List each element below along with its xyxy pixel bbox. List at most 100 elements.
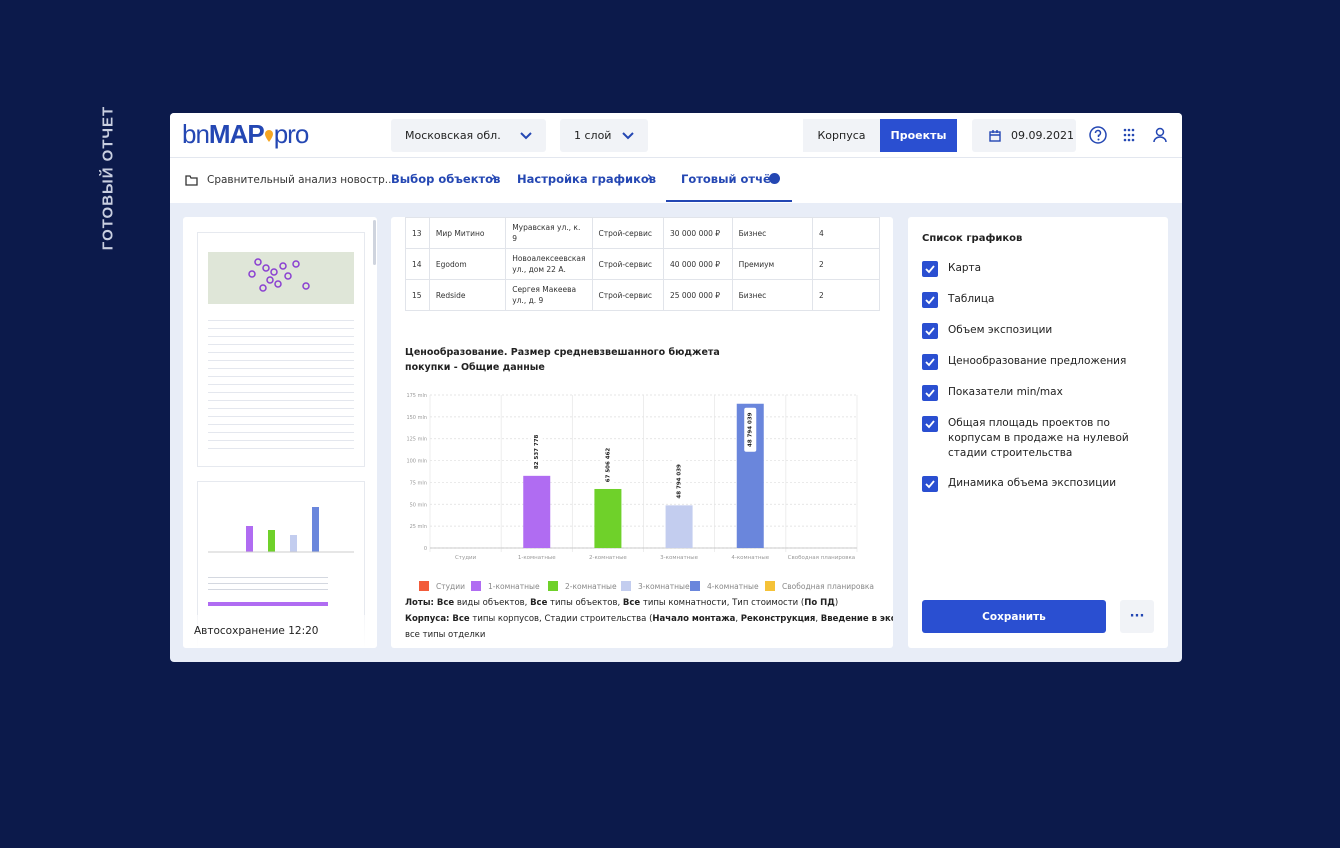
region: Московская обл. <box>405 129 501 142</box>
chevron: › <box>491 170 497 185</box>
breadcrumb-step[interactable]: Выбор объектов <box>391 172 501 186</box>
value-label-box <box>673 459 686 504</box>
toggle-group: Корпуса Проекты <box>803 119 957 152</box>
toggle[interactable]: Проекты <box>880 119 957 152</box>
check-icon <box>925 265 935 274</box>
logo-prefix: bn <box>182 119 210 149</box>
check-icon <box>925 420 935 429</box>
thumbnail[interactable] <box>197 481 365 648</box>
y-tick-label: 75 mln <box>410 480 427 486</box>
chevron <box>520 131 532 139</box>
save-button[interactable]: Сохранить <box>922 600 1106 633</box>
table-cell: Строй-сервис <box>591 279 664 311</box>
thumb-chart <box>208 507 354 553</box>
filter-text: Реконструкция <box>740 614 816 624</box>
layer: 1 слой <box>574 129 612 142</box>
legend-label: Студии <box>436 582 465 591</box>
side-label: ГОТОВЫЙ ОТЧЕТ <box>99 105 117 251</box>
chart: 0 25 mln 50 mln 75 mln 100 mln 125 mln 150 mln… <box>406 393 874 591</box>
checkbox[interactable] <box>922 292 938 308</box>
y-tick-label: 25 mln <box>410 524 427 530</box>
legend-label: 1-комнатные <box>488 582 540 591</box>
check-icon <box>925 296 935 305</box>
thumb-map <box>208 252 354 304</box>
legend-swatch <box>548 581 558 591</box>
list-title: Список графиков <box>922 233 1023 244</box>
value-label-box <box>744 407 757 452</box>
table-cell: Премиум <box>731 248 813 280</box>
header-icons[interactable] <box>1088 126 1168 146</box>
legend-swatch <box>765 581 775 591</box>
table-cell: 14 <box>405 248 430 280</box>
chevron: › <box>647 170 653 185</box>
region-select[interactable]: Московская обл. <box>391 119 546 152</box>
logo[interactable]: bnMAP pro <box>182 119 310 150</box>
table-cell: 4 <box>811 217 881 249</box>
breadcrumb-step[interactable]: Настройка графиков <box>517 172 657 186</box>
x-tick-label: 2-комнатные <box>589 555 627 561</box>
thumb-points <box>248 258 310 292</box>
checkbox[interactable] <box>922 385 938 401</box>
breadcrumb-step[interactable]: Готовый отчёт <box>681 172 778 186</box>
filter-line: все типы отделки <box>405 627 893 643</box>
table-cell: Муравская ул., к. 9 <box>505 217 593 249</box>
filter-text: Введение в эксплуатацию <box>820 614 893 624</box>
checkbox-label: Динамика объема экспозиции <box>948 477 1117 489</box>
table-cell: Строй-сервис <box>591 217 664 249</box>
filter-text: виды объектов, <box>454 598 531 608</box>
value-label-box <box>601 442 614 487</box>
thumb-bar <box>208 602 328 606</box>
logo-pin <box>264 130 273 142</box>
checkbox[interactable] <box>922 323 938 339</box>
table-cell: Новоалексеевская ул., дом 22 А. <box>505 248 593 280</box>
x-tick-label: 1-комнатные <box>518 555 556 561</box>
value-label: 48 794 039 <box>677 464 683 499</box>
checkbox-label: Общая площадь проектов по корпусам в про… <box>948 417 1129 459</box>
bar <box>523 475 551 548</box>
settings-panel: Список графиков Сохранить ··· Карта Табли… <box>908 217 1168 648</box>
value-label: 82 537 778 <box>534 434 540 469</box>
table-cell: Строй-сервис <box>591 248 664 280</box>
toggle[interactable]: Корпуса <box>803 119 880 152</box>
filter-text: ) <box>834 598 839 608</box>
check-icon <box>925 327 935 336</box>
thumb-table <box>208 313 354 449</box>
table-row: 14 Egodom Новоалексеевская ул., дом 22 А. С… <box>405 248 881 280</box>
table-row: 13 Мир Митино Муравская ул., к. 9 Строй-сер… <box>405 217 881 249</box>
y-tick-label: 125 mln <box>406 437 427 443</box>
checkbox[interactable] <box>922 261 938 277</box>
value-label: 48 794 039 <box>748 412 754 447</box>
y-tick-label: 150 mln <box>406 415 427 421</box>
report-name[interactable]: Сравнительный анализ новостр... <box>207 174 395 186</box>
table-cell: Egodom <box>428 248 507 280</box>
table-cell: 40 000 000 ₽ <box>662 248 733 280</box>
breadcrumb-bar: Сравнительный анализ новостр... Выбор об… <box>170 158 1182 203</box>
bar <box>594 488 622 548</box>
checkbox-label: Объем экспозиции <box>948 324 1053 336</box>
check-icon <box>925 389 935 398</box>
more-button[interactable]: ··· <box>1120 600 1154 633</box>
legend-label: 3-комнатные <box>638 582 690 591</box>
check-icon <box>925 480 935 489</box>
table-cell: Бизнес <box>731 279 813 311</box>
filter-text: , <box>815 614 821 624</box>
date-box[interactable]: 09.09.2021 <box>972 119 1076 152</box>
scrollbar[interactable] <box>373 220 376 265</box>
checkbox[interactable] <box>922 416 938 432</box>
table-cell: Redside <box>428 279 507 311</box>
y-tick-label: 0 <box>424 546 427 552</box>
logo-suffix: pro <box>273 119 310 149</box>
thumbnail[interactable] <box>197 232 365 467</box>
checkbox[interactable] <box>922 476 938 492</box>
checkbox[interactable] <box>922 354 938 370</box>
checkbox-label: Ценообразование предложения <box>948 355 1127 367</box>
layer-select[interactable]: 1 слой <box>560 119 648 152</box>
filters: Лоты: Все виды объектов, Все типы объект… <box>405 595 893 643</box>
thumb-text <box>208 572 328 592</box>
filter-text: Все <box>530 598 548 608</box>
legend-swatch <box>621 581 631 591</box>
filter-text: Корпуса: Все <box>405 614 470 624</box>
filter-text: все типы отделки <box>405 630 486 640</box>
filter-text: типы корпусов, Стадии строительства ( <box>469 614 653 624</box>
